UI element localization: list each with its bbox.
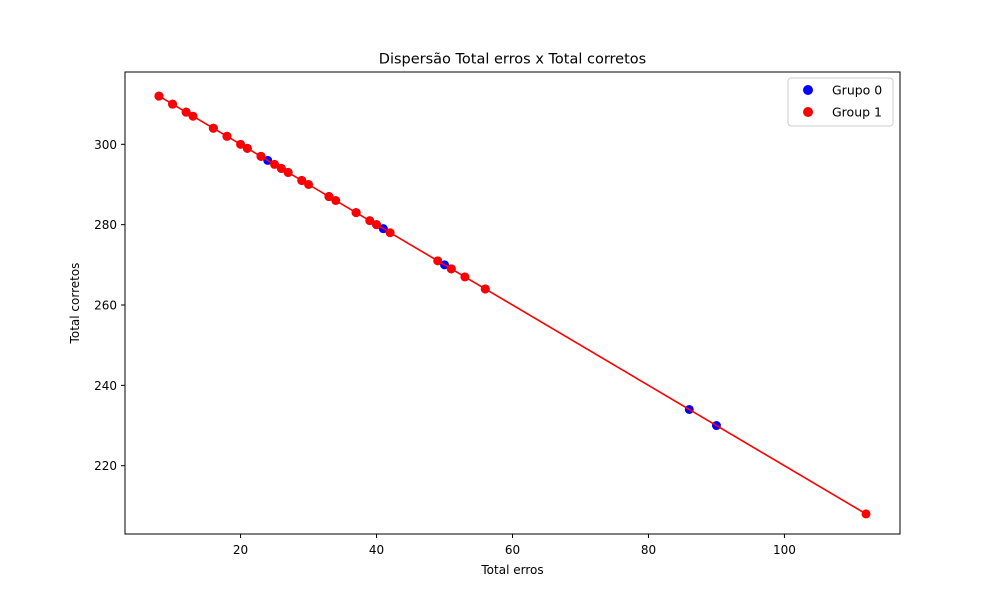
axis-ticks: 20 40 60 80 100 220 240 260 280 300 bbox=[94, 138, 796, 557]
legend-label-grupo-0: Grupo 0 bbox=[832, 83, 882, 98]
x-tick-label-80: 80 bbox=[641, 543, 656, 557]
x-tick-label-20: 20 bbox=[233, 543, 248, 557]
y-tick-label-220: 220 bbox=[94, 459, 117, 473]
trend-line bbox=[158, 95, 867, 515]
x-tick-label-60: 60 bbox=[505, 543, 520, 557]
y-tick-label-260: 260 bbox=[94, 299, 117, 313]
x-tick-label-40: 40 bbox=[369, 543, 384, 557]
y-tick-label-300: 300 bbox=[94, 138, 117, 152]
x-axis-label: Total erros bbox=[480, 563, 543, 577]
legend-label-group-1: Group 1 bbox=[832, 105, 882, 120]
x-tick-label-100: 100 bbox=[773, 543, 796, 557]
legend-marker-grupo-0 bbox=[803, 85, 813, 95]
legend-marker-group-1 bbox=[803, 107, 813, 117]
legend-frame bbox=[787, 77, 894, 127]
chart-title: Dispersão Total erros x Total corretos bbox=[379, 52, 646, 68]
y-tick-label-280: 280 bbox=[94, 218, 117, 232]
legend: Grupo 0 Group 1 bbox=[787, 77, 894, 127]
y-axis-label: Total corretos bbox=[68, 263, 82, 345]
plot-area bbox=[154, 91, 871, 519]
y-tick-label-240: 240 bbox=[94, 379, 117, 393]
